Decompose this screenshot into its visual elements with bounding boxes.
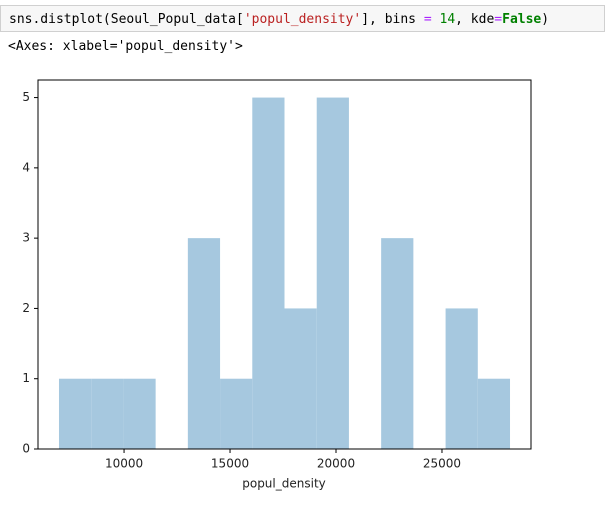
code: ) <box>541 12 550 27</box>
x-tick-label: 25000 <box>423 457 461 471</box>
bar <box>445 308 478 449</box>
operator: = <box>423 12 432 27</box>
x-axis-label: popul_density <box>242 477 326 491</box>
bar <box>123 378 156 449</box>
bar <box>187 238 221 449</box>
y-tick-label: 2 <box>22 301 30 315</box>
bar <box>220 378 253 449</box>
bar <box>381 238 414 449</box>
bar <box>284 308 317 449</box>
bar <box>316 97 349 450</box>
y-tick-label: 0 <box>22 442 30 456</box>
bar <box>477 378 511 449</box>
code-cell[interactable]: sns.distplot(Seoul_Popul_data['popul_den… <box>0 5 605 32</box>
number: 14 <box>439 12 456 27</box>
bar <box>58 378 92 449</box>
string: 'popul_density' <box>243 12 362 27</box>
y-tick-label: 4 <box>22 160 30 174</box>
operator: = <box>494 12 503 27</box>
x-tick-label: 20000 <box>317 457 355 471</box>
y-tick-label: 1 <box>22 371 30 385</box>
bar <box>91 378 124 449</box>
x-tick-label: 10000 <box>105 457 143 471</box>
code: ], bins <box>361 12 424 27</box>
keyword: False <box>502 12 542 27</box>
output-text: <Axes: xlabel='popul_density'> <box>8 39 243 54</box>
bar <box>252 97 285 450</box>
code: , kde <box>455 12 495 27</box>
axes-frame <box>37 79 532 450</box>
code: sns.distplot(Seoul_Popul_data[ <box>9 12 244 27</box>
y-tick-label: 3 <box>22 231 30 245</box>
x-tick-label: 15000 <box>211 457 249 471</box>
y-tick-label: 5 <box>22 90 30 104</box>
